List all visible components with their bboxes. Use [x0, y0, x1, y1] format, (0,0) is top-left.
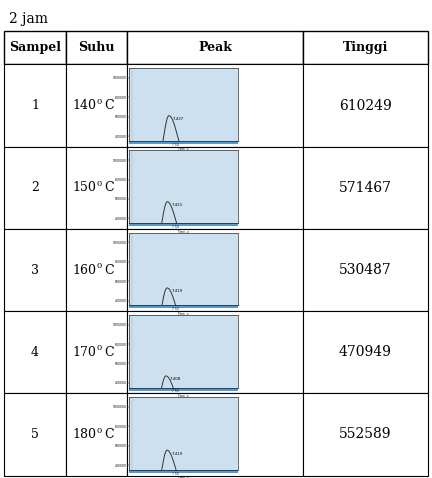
- Text: C: C: [104, 99, 114, 112]
- Bar: [127, 229, 303, 311]
- Bar: [303, 311, 428, 393]
- Bar: [303, 229, 428, 311]
- Bar: [129, 388, 238, 391]
- Bar: [129, 305, 238, 308]
- Text: 7.419: 7.419: [171, 290, 182, 293]
- Bar: [129, 223, 238, 226]
- Bar: [303, 65, 428, 147]
- Text: 160: 160: [73, 263, 96, 276]
- Text: 2 jam: 2 jam: [9, 12, 48, 26]
- Bar: [4, 229, 66, 311]
- X-axis label: Time ->: Time ->: [178, 147, 189, 152]
- Text: 0: 0: [96, 345, 102, 352]
- Bar: [129, 141, 238, 144]
- Bar: [4, 393, 66, 476]
- Bar: [66, 147, 127, 229]
- Text: 0: 0: [96, 180, 102, 188]
- Bar: [303, 147, 428, 229]
- Text: 0: 0: [96, 262, 102, 270]
- Bar: [127, 147, 303, 229]
- Bar: [129, 470, 238, 473]
- Text: 610249: 610249: [339, 98, 392, 112]
- Bar: [127, 31, 303, 65]
- Bar: [4, 147, 66, 229]
- Text: 140: 140: [73, 99, 96, 112]
- Text: 552589: 552589: [339, 427, 391, 442]
- X-axis label: Time ->: Time ->: [178, 477, 189, 478]
- X-axis label: Time ->: Time ->: [178, 394, 189, 398]
- Text: 530487: 530487: [339, 263, 392, 277]
- Bar: [66, 393, 127, 476]
- Text: Tinggi: Tinggi: [343, 41, 388, 54]
- Text: 5: 5: [31, 428, 39, 441]
- Bar: [66, 229, 127, 311]
- Text: 7.437: 7.437: [173, 118, 184, 121]
- Bar: [4, 311, 66, 393]
- Bar: [127, 393, 303, 476]
- Bar: [127, 311, 303, 393]
- Bar: [66, 311, 127, 393]
- Text: 7.408: 7.408: [170, 377, 181, 381]
- Text: C: C: [104, 428, 114, 441]
- Text: Peak: Peak: [198, 41, 232, 54]
- Text: 1: 1: [31, 99, 39, 112]
- Bar: [4, 65, 66, 147]
- Text: 180: 180: [73, 428, 96, 441]
- Text: 3: 3: [31, 263, 39, 276]
- Text: C: C: [104, 181, 114, 194]
- Text: 2: 2: [31, 181, 39, 194]
- Bar: [303, 31, 428, 65]
- Text: 4: 4: [31, 346, 39, 359]
- Text: C: C: [104, 346, 114, 359]
- Bar: [4, 31, 66, 65]
- X-axis label: Time ->: Time ->: [178, 229, 189, 234]
- Text: 0: 0: [96, 427, 102, 435]
- Text: 7.421: 7.421: [172, 203, 183, 207]
- Text: 170: 170: [73, 346, 96, 359]
- Bar: [66, 31, 127, 65]
- Text: Suhu: Suhu: [78, 41, 114, 54]
- Text: 150: 150: [73, 181, 96, 194]
- Text: 0: 0: [96, 98, 102, 106]
- Bar: [66, 65, 127, 147]
- Text: Sampel: Sampel: [9, 41, 61, 54]
- Bar: [303, 393, 428, 476]
- Text: 571467: 571467: [339, 181, 392, 195]
- Text: 470949: 470949: [339, 345, 392, 359]
- Bar: [127, 65, 303, 147]
- X-axis label: Time ->: Time ->: [178, 312, 189, 316]
- Text: 7.419: 7.419: [171, 452, 182, 456]
- Text: C: C: [104, 263, 114, 276]
